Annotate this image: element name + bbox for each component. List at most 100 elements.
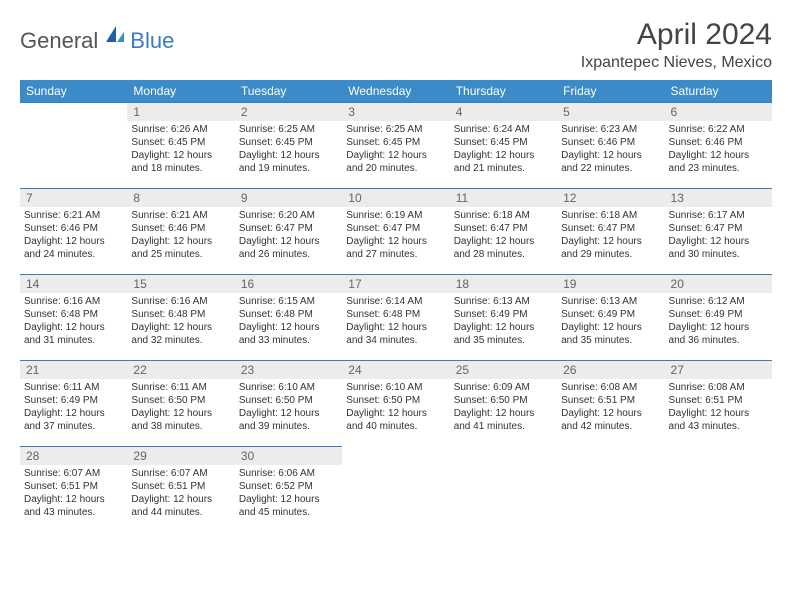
day-details: Sunrise: 6:06 AMSunset: 6:52 PMDaylight:… xyxy=(235,465,342,523)
day-number: 4 xyxy=(450,103,557,121)
day-details: Sunrise: 6:21 AMSunset: 6:46 PMDaylight:… xyxy=(20,207,127,265)
logo: General Blue xyxy=(20,28,174,54)
day-number: 28 xyxy=(20,447,127,465)
calendar-cell: 17Sunrise: 6:14 AMSunset: 6:48 PMDayligh… xyxy=(342,275,449,361)
day-number: 26 xyxy=(557,361,664,379)
calendar-cell: 29Sunrise: 6:07 AMSunset: 6:51 PMDayligh… xyxy=(127,447,234,533)
day-details: Sunrise: 6:20 AMSunset: 6:47 PMDaylight:… xyxy=(235,207,342,265)
calendar-table: SundayMondayTuesdayWednesdayThursdayFrid… xyxy=(20,80,772,533)
day-details: Sunrise: 6:08 AMSunset: 6:51 PMDaylight:… xyxy=(665,379,772,437)
day-number: 10 xyxy=(342,189,449,207)
calendar-cell: 25Sunrise: 6:09 AMSunset: 6:50 PMDayligh… xyxy=(450,361,557,447)
day-number: 7 xyxy=(20,189,127,207)
day-number: 15 xyxy=(127,275,234,293)
day-number: 5 xyxy=(557,103,664,121)
calendar-cell: 30Sunrise: 6:06 AMSunset: 6:52 PMDayligh… xyxy=(235,447,342,533)
calendar-cell xyxy=(557,447,664,533)
day-number: 17 xyxy=(342,275,449,293)
day-number: 25 xyxy=(450,361,557,379)
weekday-header: Tuesday xyxy=(235,80,342,103)
day-number: 3 xyxy=(342,103,449,121)
calendar-cell xyxy=(20,103,127,189)
day-details: Sunrise: 6:07 AMSunset: 6:51 PMDaylight:… xyxy=(20,465,127,523)
day-details: Sunrise: 6:19 AMSunset: 6:47 PMDaylight:… xyxy=(342,207,449,265)
calendar-cell: 23Sunrise: 6:10 AMSunset: 6:50 PMDayligh… xyxy=(235,361,342,447)
day-number: 24 xyxy=(342,361,449,379)
calendar-cell xyxy=(665,447,772,533)
calendar-cell: 19Sunrise: 6:13 AMSunset: 6:49 PMDayligh… xyxy=(557,275,664,361)
calendar-cell: 9Sunrise: 6:20 AMSunset: 6:47 PMDaylight… xyxy=(235,189,342,275)
calendar-cell: 10Sunrise: 6:19 AMSunset: 6:47 PMDayligh… xyxy=(342,189,449,275)
day-details: Sunrise: 6:11 AMSunset: 6:49 PMDaylight:… xyxy=(20,379,127,437)
day-number: 19 xyxy=(557,275,664,293)
day-number: 8 xyxy=(127,189,234,207)
day-details: Sunrise: 6:18 AMSunset: 6:47 PMDaylight:… xyxy=(557,207,664,265)
month-title: April 2024 xyxy=(581,18,772,52)
calendar-row: 7Sunrise: 6:21 AMSunset: 6:46 PMDaylight… xyxy=(20,189,772,275)
calendar-cell: 11Sunrise: 6:18 AMSunset: 6:47 PMDayligh… xyxy=(450,189,557,275)
day-details: Sunrise: 6:16 AMSunset: 6:48 PMDaylight:… xyxy=(20,293,127,351)
day-details: Sunrise: 6:17 AMSunset: 6:47 PMDaylight:… xyxy=(665,207,772,265)
day-details: Sunrise: 6:16 AMSunset: 6:48 PMDaylight:… xyxy=(127,293,234,351)
weekday-header: Wednesday xyxy=(342,80,449,103)
day-details: Sunrise: 6:13 AMSunset: 6:49 PMDaylight:… xyxy=(450,293,557,351)
calendar-cell: 3Sunrise: 6:25 AMSunset: 6:45 PMDaylight… xyxy=(342,103,449,189)
day-number: 20 xyxy=(665,275,772,293)
calendar-cell: 28Sunrise: 6:07 AMSunset: 6:51 PMDayligh… xyxy=(20,447,127,533)
day-details: Sunrise: 6:21 AMSunset: 6:46 PMDaylight:… xyxy=(127,207,234,265)
weekday-header: Sunday xyxy=(20,80,127,103)
day-number: 6 xyxy=(665,103,772,121)
calendar-cell: 12Sunrise: 6:18 AMSunset: 6:47 PMDayligh… xyxy=(557,189,664,275)
day-number: 30 xyxy=(235,447,342,465)
day-details: Sunrise: 6:24 AMSunset: 6:45 PMDaylight:… xyxy=(450,121,557,179)
calendar-cell xyxy=(342,447,449,533)
day-number: 18 xyxy=(450,275,557,293)
weekday-header: Monday xyxy=(127,80,234,103)
day-details: Sunrise: 6:10 AMSunset: 6:50 PMDaylight:… xyxy=(342,379,449,437)
day-details: Sunrise: 6:15 AMSunset: 6:48 PMDaylight:… xyxy=(235,293,342,351)
day-number: 13 xyxy=(665,189,772,207)
day-number: 23 xyxy=(235,361,342,379)
day-number: 21 xyxy=(20,361,127,379)
day-details: Sunrise: 6:18 AMSunset: 6:47 PMDaylight:… xyxy=(450,207,557,265)
logo-sail-icon xyxy=(104,24,126,51)
calendar-cell: 5Sunrise: 6:23 AMSunset: 6:46 PMDaylight… xyxy=(557,103,664,189)
day-details: Sunrise: 6:14 AMSunset: 6:48 PMDaylight:… xyxy=(342,293,449,351)
calendar-cell: 20Sunrise: 6:12 AMSunset: 6:49 PMDayligh… xyxy=(665,275,772,361)
calendar-row: 14Sunrise: 6:16 AMSunset: 6:48 PMDayligh… xyxy=(20,275,772,361)
calendar-cell: 4Sunrise: 6:24 AMSunset: 6:45 PMDaylight… xyxy=(450,103,557,189)
day-number: 12 xyxy=(557,189,664,207)
calendar-row: 28Sunrise: 6:07 AMSunset: 6:51 PMDayligh… xyxy=(20,447,772,533)
calendar-cell xyxy=(450,447,557,533)
day-number: 9 xyxy=(235,189,342,207)
day-number: 1 xyxy=(127,103,234,121)
calendar-cell: 14Sunrise: 6:16 AMSunset: 6:48 PMDayligh… xyxy=(20,275,127,361)
day-details: Sunrise: 6:08 AMSunset: 6:51 PMDaylight:… xyxy=(557,379,664,437)
calendar-cell: 26Sunrise: 6:08 AMSunset: 6:51 PMDayligh… xyxy=(557,361,664,447)
header: General Blue April 2024 Ixpantepec Nieve… xyxy=(20,18,772,72)
day-details: Sunrise: 6:13 AMSunset: 6:49 PMDaylight:… xyxy=(557,293,664,351)
calendar-cell: 8Sunrise: 6:21 AMSunset: 6:46 PMDaylight… xyxy=(127,189,234,275)
calendar-cell: 16Sunrise: 6:15 AMSunset: 6:48 PMDayligh… xyxy=(235,275,342,361)
day-details: Sunrise: 6:26 AMSunset: 6:45 PMDaylight:… xyxy=(127,121,234,179)
day-details: Sunrise: 6:25 AMSunset: 6:45 PMDaylight:… xyxy=(342,121,449,179)
day-number: 14 xyxy=(20,275,127,293)
calendar-cell: 1Sunrise: 6:26 AMSunset: 6:45 PMDaylight… xyxy=(127,103,234,189)
location: Ixpantepec Nieves, Mexico xyxy=(581,54,772,72)
day-number: 29 xyxy=(127,447,234,465)
title-block: April 2024 Ixpantepec Nieves, Mexico xyxy=(581,18,772,72)
calendar-cell: 15Sunrise: 6:16 AMSunset: 6:48 PMDayligh… xyxy=(127,275,234,361)
calendar-cell: 18Sunrise: 6:13 AMSunset: 6:49 PMDayligh… xyxy=(450,275,557,361)
calendar-cell: 24Sunrise: 6:10 AMSunset: 6:50 PMDayligh… xyxy=(342,361,449,447)
day-details: Sunrise: 6:09 AMSunset: 6:50 PMDaylight:… xyxy=(450,379,557,437)
calendar-cell: 13Sunrise: 6:17 AMSunset: 6:47 PMDayligh… xyxy=(665,189,772,275)
calendar-cell: 6Sunrise: 6:22 AMSunset: 6:46 PMDaylight… xyxy=(665,103,772,189)
logo-text-blue: Blue xyxy=(130,28,174,54)
logo-text-general: General xyxy=(20,28,98,54)
day-number: 16 xyxy=(235,275,342,293)
day-details: Sunrise: 6:23 AMSunset: 6:46 PMDaylight:… xyxy=(557,121,664,179)
calendar-cell: 21Sunrise: 6:11 AMSunset: 6:49 PMDayligh… xyxy=(20,361,127,447)
day-number: 27 xyxy=(665,361,772,379)
day-details: Sunrise: 6:07 AMSunset: 6:51 PMDaylight:… xyxy=(127,465,234,523)
calendar-cell: 2Sunrise: 6:25 AMSunset: 6:45 PMDaylight… xyxy=(235,103,342,189)
